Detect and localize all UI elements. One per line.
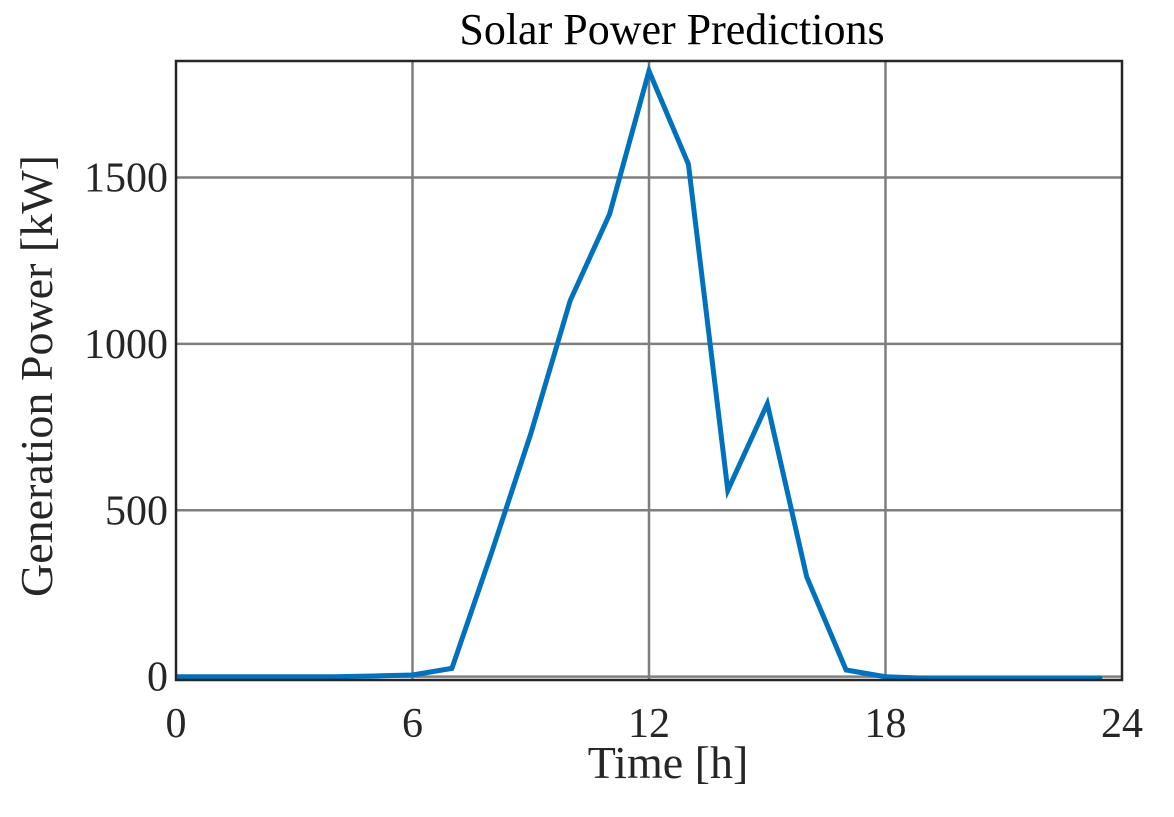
y-axis-label: Generation Power [kW] <box>11 155 62 597</box>
plot-frame <box>174 59 1124 682</box>
x-tick-label: 12 <box>628 701 670 747</box>
y-tick-labels: 0 500 1000 1500 <box>84 155 168 700</box>
y-tick-label: 500 <box>105 488 168 534</box>
x-tick-label: 18 <box>865 701 907 747</box>
y-tick-label: 0 <box>147 655 168 701</box>
y-tick-label: 1500 <box>84 155 168 201</box>
series-layer <box>176 63 1103 681</box>
x-tick-label: 24 <box>1101 701 1143 747</box>
series-line <box>176 63 1103 681</box>
x-axis-label: Time [h] <box>588 737 749 788</box>
y-tick-label: 1000 <box>84 322 168 368</box>
chart-title: Solar Power Predictions <box>459 5 884 54</box>
grid-lines <box>176 61 1122 680</box>
x-tick-label: 0 <box>166 701 187 747</box>
x-tick-labels: 0 6 12 18 24 <box>166 701 1144 747</box>
x-tick-label: 6 <box>402 701 423 747</box>
